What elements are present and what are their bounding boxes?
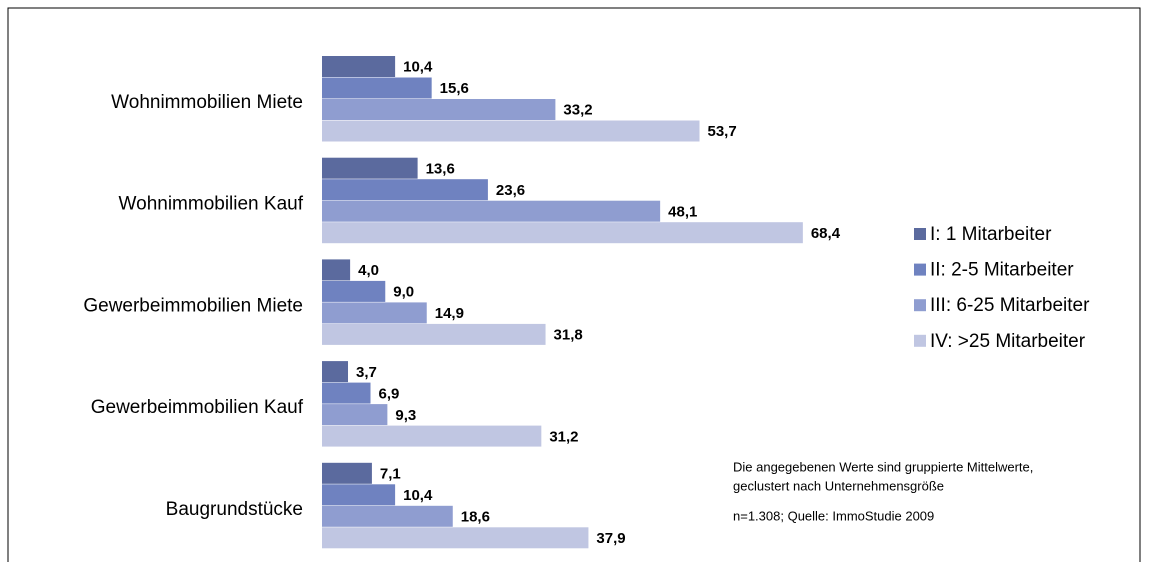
legend-swatch xyxy=(914,228,926,240)
value-label: 9,3 xyxy=(395,407,416,424)
value-label: 37,9 xyxy=(596,530,625,547)
bar xyxy=(322,280,386,302)
value-label: 14,9 xyxy=(435,305,464,322)
bar xyxy=(322,200,661,222)
bar xyxy=(322,157,418,179)
value-label: 31,8 xyxy=(554,327,583,344)
bar xyxy=(322,404,388,426)
bar xyxy=(322,302,427,324)
bar xyxy=(322,99,556,120)
legend-label: II: 2-5 Mitarbeiter xyxy=(930,260,1074,281)
bar xyxy=(322,77,432,99)
value-label: 9,0 xyxy=(393,284,414,301)
bar xyxy=(322,222,803,244)
annotation: n=1.308; Quelle: ImmoStudie 2009 xyxy=(733,508,934,523)
value-label: 4,0 xyxy=(358,262,379,279)
bar xyxy=(322,56,396,77)
legend-label: III: 6-25 Mitarbeiter xyxy=(930,295,1090,316)
value-label: 68,4 xyxy=(811,225,841,242)
bar xyxy=(322,425,542,447)
category-label: Wohnimmobilien Kauf xyxy=(119,194,304,215)
value-label: 53,7 xyxy=(708,123,737,140)
annotation: Die angegebenen Werte sind gruppierte Mi… xyxy=(733,459,1033,474)
bar xyxy=(322,462,372,484)
legend-swatch xyxy=(914,263,926,276)
bar xyxy=(322,179,488,201)
value-label: 15,6 xyxy=(440,80,469,97)
bar xyxy=(322,259,351,281)
legend-swatch xyxy=(914,299,926,312)
bar xyxy=(322,120,700,142)
frame xyxy=(7,7,1141,562)
value-label: 7,1 xyxy=(380,466,401,483)
bar xyxy=(322,484,396,506)
value-label: 18,6 xyxy=(461,509,490,526)
value-label: 10,4 xyxy=(403,487,433,504)
annotation: geclustert nach Unternehmensgröße xyxy=(733,478,944,493)
category-label: Gewerbeimmobilien Kauf xyxy=(91,397,304,418)
value-label: 6,9 xyxy=(379,385,400,402)
value-label: 3,7 xyxy=(356,364,377,381)
bar xyxy=(322,382,371,404)
category-label: Wohnimmobilien Miete xyxy=(111,92,303,113)
bar xyxy=(322,505,453,527)
legend-label: IV: >25 Mitarbeiter xyxy=(930,331,1086,352)
legend-label: I: 1 Mitarbeiter xyxy=(930,224,1052,245)
category-label: Gewerbeimmobilien Miete xyxy=(83,295,303,316)
value-label: 10,4 xyxy=(403,59,433,76)
value-label: 23,6 xyxy=(496,182,525,199)
value-label: 13,6 xyxy=(426,160,455,177)
category-label: Baugrundstücke xyxy=(166,499,303,520)
value-label: 48,1 xyxy=(668,203,697,220)
value-label: 31,2 xyxy=(549,428,578,445)
bar xyxy=(322,323,546,345)
bar xyxy=(322,527,589,549)
bar xyxy=(322,361,349,383)
value-label: 33,2 xyxy=(563,102,592,119)
legend-swatch xyxy=(914,334,926,347)
